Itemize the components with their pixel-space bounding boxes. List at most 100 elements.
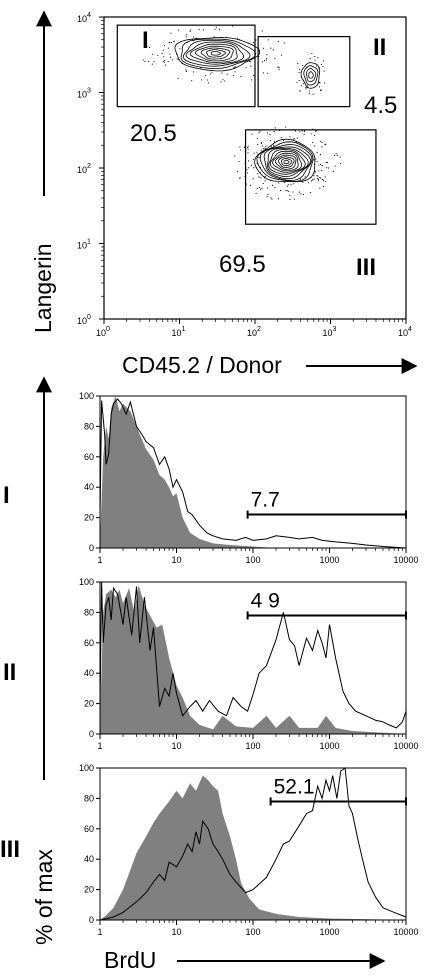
event-dot — [314, 171, 316, 173]
panel-III-label: III — [0, 836, 20, 863]
hist-x-tick-label: 10000 — [393, 555, 418, 565]
event-dot — [252, 159, 254, 161]
event-dot — [215, 26, 217, 28]
event-dot — [262, 183, 264, 184]
event-dot — [303, 133, 305, 135]
contour-line-II — [303, 65, 319, 86]
event-dot — [323, 70, 325, 72]
event-dot — [303, 131, 305, 133]
event-dot — [247, 145, 249, 147]
event-dot — [258, 48, 260, 50]
event-dot — [250, 65, 252, 67]
event-dot — [151, 63, 153, 65]
gates — [116, 24, 377, 225]
event-dot — [267, 194, 269, 195]
event-dot — [264, 147, 266, 149]
event-dot — [252, 178, 254, 180]
event-dot — [270, 140, 272, 142]
contour-lines — [174, 37, 321, 183]
event-dot — [318, 67, 320, 69]
event-dot — [289, 194, 291, 196]
event-dot — [142, 59, 144, 61]
event-dot — [238, 161, 240, 162]
event-dot — [201, 79, 203, 81]
event-dot — [177, 77, 179, 79]
hist-ylabel: % of max — [31, 849, 57, 945]
event-dot — [144, 60, 146, 62]
event-dot — [257, 144, 259, 145]
event-dot — [321, 63, 322, 65]
contour-y-tick-label: 10 — [77, 165, 87, 175]
event-dot — [293, 138, 294, 140]
histogram-filled-III — [100, 775, 406, 920]
hist-x-tick-label: 100 — [245, 927, 260, 937]
gate-value-II: 4 9 — [251, 589, 280, 612]
event-dot — [196, 37, 198, 39]
event-dot — [289, 136, 291, 138]
hist-x-tick-label: 1 — [97, 555, 102, 565]
histogram-open-I — [99, 398, 407, 549]
gate-II-label: II — [373, 34, 386, 61]
event-dot — [340, 162, 342, 164]
event-dot — [202, 29, 204, 31]
event-dot — [246, 169, 248, 171]
event-dot — [316, 175, 318, 177]
hist-x-tick-label: 10 — [171, 741, 181, 751]
event-dot — [321, 165, 323, 166]
event-dot — [211, 71, 213, 73]
event-dot — [277, 41, 279, 42]
event-dot — [319, 140, 321, 142]
event-dot — [273, 131, 275, 132]
event-dot — [297, 63, 299, 65]
event-dot — [186, 34, 188, 36]
hist-x-tick-label: 10000 — [393, 927, 418, 937]
event-dot — [305, 88, 307, 90]
event-dot — [170, 42, 172, 44]
contour-line-III — [263, 146, 311, 180]
histogram-panel-I: 0 20 40 60 80 100 1 10 100 1000 10000 7.7 — [79, 391, 419, 565]
event-dot — [334, 154, 336, 156]
event-dot — [285, 190, 287, 192]
event-dot — [317, 57, 319, 59]
event-dot — [304, 176, 306, 178]
event-dot — [293, 198, 295, 200]
event-dot — [170, 32, 172, 34]
contour-ylabel: Langerin — [30, 243, 56, 333]
contour-line-III — [283, 159, 290, 165]
event-dot — [253, 167, 255, 169]
event-dot — [295, 130, 296, 132]
event-dot — [303, 194, 304, 195]
event-dot — [190, 29, 192, 31]
event-dot — [263, 47, 265, 49]
event-dot — [313, 175, 315, 177]
event-dot — [207, 82, 209, 84]
event-dot — [278, 182, 280, 184]
contour-line-III — [269, 150, 303, 173]
event-dot — [314, 130, 316, 132]
event-dot — [239, 39, 241, 41]
contour-x-tick-label: 10 — [172, 328, 182, 338]
event-dot — [270, 47, 272, 49]
contour-y-tick-label: 10 — [77, 14, 87, 24]
contour-x-tick-label: 10 — [96, 328, 106, 338]
event-dot — [240, 149, 242, 151]
event-dot — [306, 87, 308, 89]
event-dot — [267, 187, 268, 189]
event-dot — [295, 141, 297, 143]
contour-line-I — [210, 50, 221, 56]
contour-y-tick-label: 10 — [77, 241, 87, 251]
event-dot — [319, 177, 321, 178]
contour-line-I — [174, 37, 261, 72]
event-dot — [314, 56, 316, 57]
event-dot — [272, 184, 273, 186]
gate-III-label: III — [356, 254, 376, 281]
event-dot — [318, 82, 320, 83]
event-dot — [191, 80, 193, 82]
event-dot — [164, 59, 166, 61]
event-dot — [322, 66, 324, 68]
event-dot — [233, 67, 235, 69]
event-dot — [266, 195, 268, 197]
event-dot — [240, 76, 242, 77]
event-dot — [185, 36, 187, 38]
